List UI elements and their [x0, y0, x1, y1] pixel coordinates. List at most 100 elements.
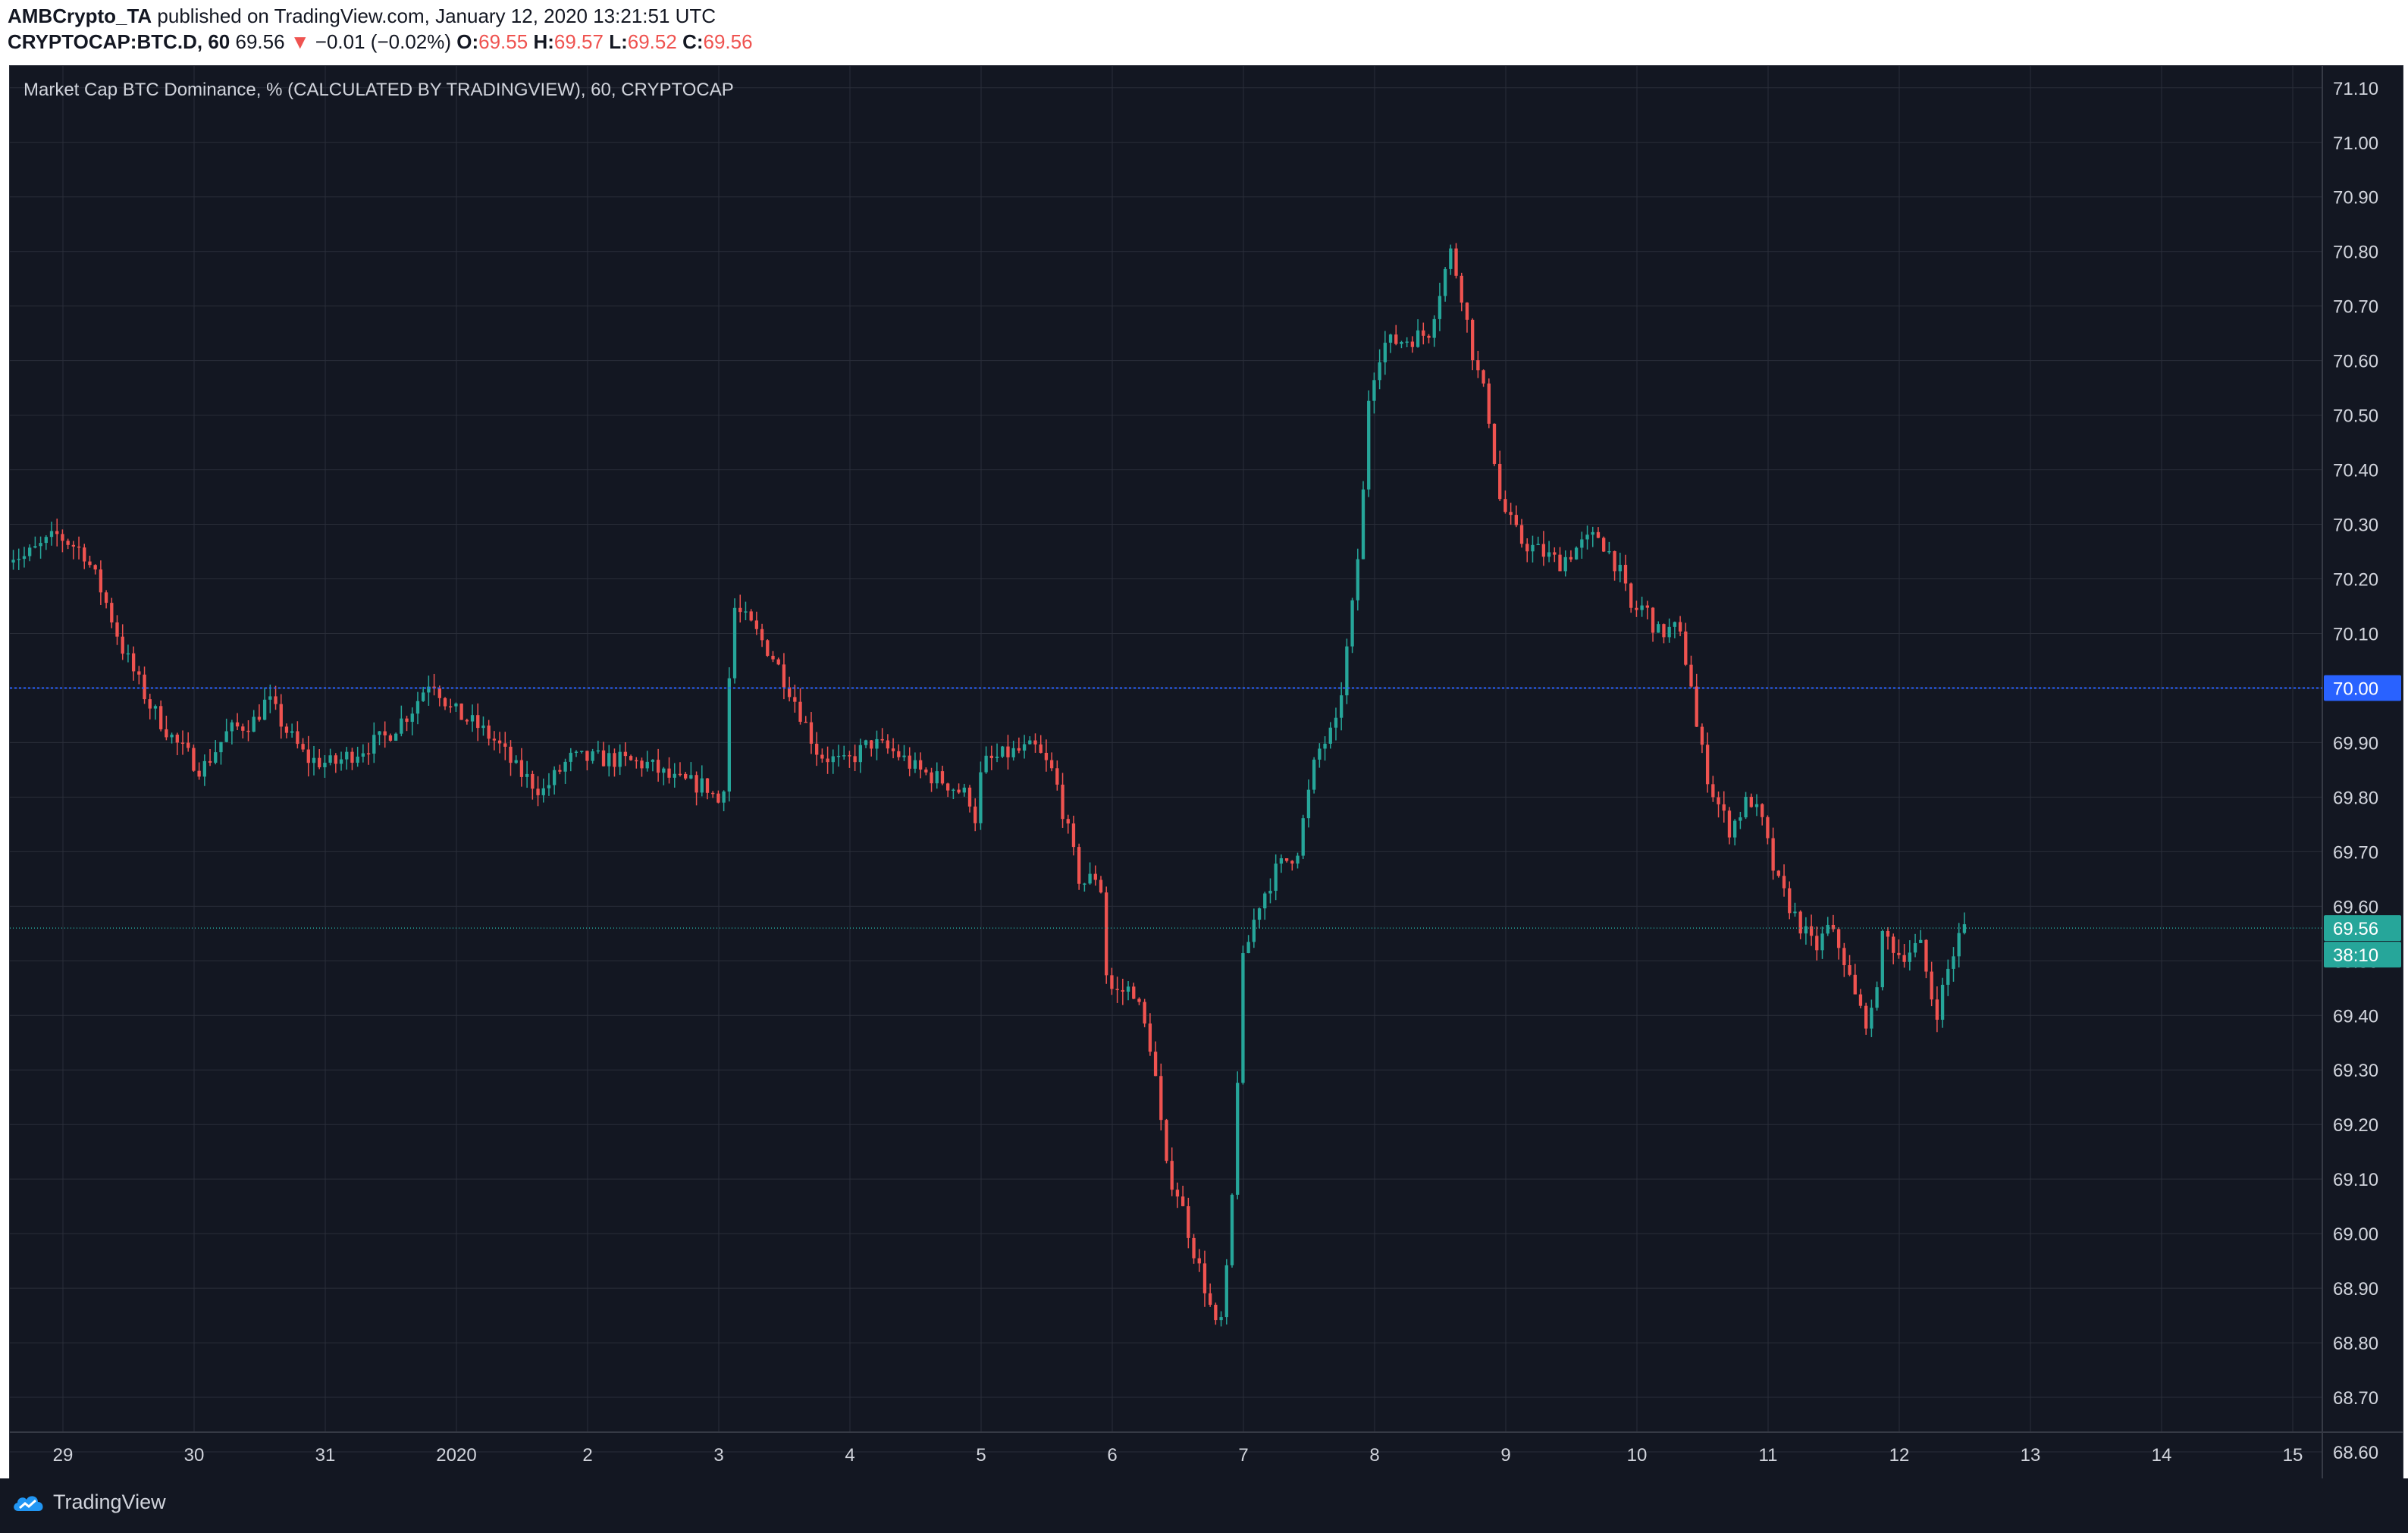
candle-body	[28, 547, 32, 556]
candle-body	[722, 791, 726, 803]
y-tick-label: 70.60	[2333, 352, 2378, 372]
candle-body	[1531, 544, 1535, 552]
candle-body	[1782, 876, 1786, 889]
low-value: 69.52	[627, 30, 677, 53]
y-tick-label: 69.40	[2333, 1006, 2378, 1027]
candle-body	[1842, 948, 1846, 966]
candle-body	[727, 678, 732, 792]
y-tick-label: 70.10	[2333, 624, 2378, 644]
candle-body	[1071, 823, 1076, 848]
candle-body	[656, 760, 660, 773]
candle-body	[1367, 400, 1371, 490]
candle-body	[1919, 939, 1923, 943]
candle-body	[301, 744, 305, 750]
candle-body	[1547, 552, 1551, 557]
candle-body	[393, 733, 398, 741]
candle-body	[1580, 539, 1584, 548]
candle-body	[121, 636, 124, 654]
x-tick-label: 30	[184, 1445, 205, 1466]
candle-body	[853, 756, 857, 763]
candle-body	[1640, 605, 1644, 610]
tradingview-logo[interactable]: TradingView	[11, 1491, 166, 1514]
candle-body	[607, 753, 611, 766]
x-tick-label: 7	[1238, 1445, 1248, 1466]
candle-body	[962, 787, 966, 793]
y-tick-label: 69.70	[2333, 842, 2378, 863]
candle-body	[312, 757, 316, 763]
candle-body	[1263, 893, 1267, 909]
candle-body	[88, 561, 92, 566]
candle-body	[1700, 726, 1704, 745]
chart-panel[interactable]: 71.10 71.00 70.90 70.80 70.70 70.60 70.50 70.40…	[9, 65, 2403, 1480]
candle-body	[361, 753, 365, 757]
candle-body	[782, 664, 786, 688]
candle-body	[323, 763, 327, 768]
candle-body	[1465, 303, 1469, 320]
candle-body	[1481, 370, 1485, 384]
candle-body	[1028, 740, 1032, 745]
candle-body	[984, 755, 988, 773]
y-tick-label: 69.90	[2333, 733, 2378, 754]
chart-title: Market Cap BTC Dominance, % (CALCULATED …	[24, 80, 734, 100]
candle-body	[252, 716, 256, 732]
candle-body	[487, 725, 491, 739]
candle-body	[694, 775, 698, 793]
candle-body	[1623, 565, 1628, 584]
candle-body	[192, 748, 196, 771]
y-tick-label: 68.60	[2333, 1443, 2378, 1463]
candle-body	[1274, 864, 1278, 891]
candle-body	[531, 773, 535, 789]
candle-body	[1438, 296, 1442, 319]
candle-body	[1383, 343, 1387, 362]
candle-body	[1350, 600, 1354, 647]
x-tick-label: 2	[582, 1445, 592, 1466]
candle-body	[1340, 695, 1344, 718]
candle-body	[328, 755, 332, 763]
candle-body	[1471, 319, 1475, 361]
price-chart[interactable]: 71.10 71.00 70.90 70.80 70.70 70.60 70.50 70.40…	[10, 66, 2403, 1479]
candle-body	[17, 559, 20, 560]
candle-body	[1657, 624, 1660, 633]
candle-body	[1001, 746, 1005, 757]
candle-body	[1143, 1002, 1146, 1024]
footer-bar: TradingView	[0, 1478, 2408, 1533]
close-value: 69.56	[703, 30, 753, 53]
x-tick-label: 15	[2283, 1445, 2303, 1466]
candle-body	[738, 607, 742, 613]
candle-body	[618, 751, 622, 767]
candle-body	[49, 531, 54, 538]
candle-body	[1864, 1005, 1868, 1029]
candle-body	[1410, 341, 1415, 347]
y-tick-label: 69.60	[2333, 897, 2378, 917]
x-tick-label: 31	[315, 1445, 336, 1466]
author-name[interactable]: AMBCrypto_TA	[8, 5, 152, 27]
candle-body	[519, 760, 524, 777]
candle-body	[497, 740, 502, 744]
candle-body	[1011, 748, 1015, 757]
candle-body	[1126, 986, 1130, 992]
candle-body	[1695, 686, 1698, 727]
candle-body	[306, 749, 310, 763]
candle-body	[1323, 743, 1327, 749]
y-tick-label: 70.50	[2333, 406, 2378, 427]
candle-body	[1192, 1237, 1196, 1259]
candle-body	[115, 622, 119, 637]
candle-body	[197, 770, 201, 777]
candle-body	[935, 771, 939, 784]
candle-body	[1219, 1317, 1223, 1321]
candle-body	[601, 750, 606, 766]
candle-body	[1771, 838, 1775, 871]
y-tick-label: 70.40	[2333, 461, 2378, 481]
candle-body	[350, 751, 354, 763]
candle-body	[875, 738, 879, 749]
candle-body	[1662, 624, 1666, 638]
candle-body	[591, 751, 594, 761]
candle-body	[1809, 926, 1814, 936]
candle-body	[1066, 819, 1070, 824]
candle-body	[1776, 870, 1781, 876]
candle-body	[1033, 740, 1037, 745]
candle-body	[705, 778, 710, 793]
candle-body	[55, 531, 59, 535]
candle-body	[383, 731, 387, 735]
candle-body	[1711, 784, 1715, 798]
